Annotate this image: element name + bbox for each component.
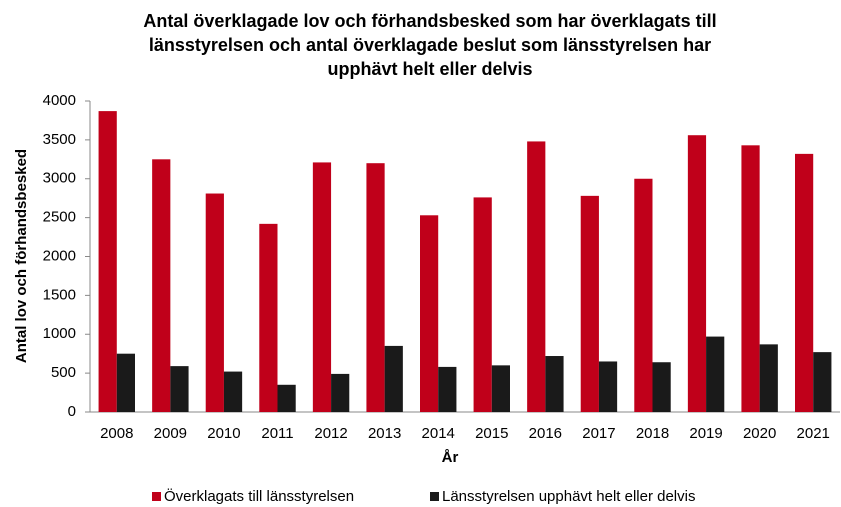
bar [205,193,224,412]
y-tick-label: 1500 [43,286,76,303]
x-tick-label: 2012 [314,425,347,442]
y-tick-label: 2500 [43,209,76,226]
legend-swatch [152,492,161,501]
bar [152,159,171,412]
x-tick-label: 2011 [261,425,293,442]
chart-title: länsstyrelsen och antal överklagade besl… [149,35,711,55]
bar [706,336,725,412]
bar [116,353,135,412]
chart-title: upphävt helt eller delvis [327,59,532,79]
x-tick-label: 2017 [582,425,615,442]
bar [527,141,546,412]
bar [813,352,832,412]
bar [491,365,510,412]
bar [384,345,403,412]
x-tick-label: 2021 [797,425,830,442]
bar [420,215,439,412]
bar [223,371,243,412]
bar [366,163,385,412]
bar [598,361,618,412]
y-tick-label: 3500 [43,131,76,148]
y-tick-label: 0 [68,403,76,420]
x-tick-label: 2018 [636,425,669,442]
bar [652,362,671,412]
x-tick-label: 2013 [368,425,401,442]
x-axis-label: År [442,449,459,466]
y-tick-label: 4000 [43,92,76,109]
x-tick-label: 2016 [529,425,562,442]
x-tick-label: 2015 [475,425,508,442]
bar [759,344,778,412]
bar [312,162,332,412]
x-tick-label: 2019 [689,425,722,442]
x-tick-label: 2009 [154,425,187,442]
bar [741,145,760,412]
chart-title: Antal överklagade lov och förhandsbesked… [143,11,716,31]
x-tick-label: 2008 [100,425,133,442]
bar [170,366,189,412]
bar [98,111,117,413]
x-tick-label: 2014 [422,425,455,442]
legend-swatch [430,492,439,501]
x-tick-label: 2010 [207,425,240,442]
y-tick-label: 1000 [43,325,76,342]
y-tick-label: 2000 [43,247,76,264]
bar [795,153,814,412]
bar [331,373,350,412]
y-tick-label: 500 [51,364,76,381]
y-tick-label: 3000 [43,170,76,187]
bar [634,178,653,412]
legend-label: Länsstyrelsen upphävt helt eller delvis [442,488,695,505]
bar [687,135,707,412]
y-axis-label: Antal lov och förhandsbesked [13,149,30,363]
bar [545,356,564,412]
bar [580,195,599,412]
bar [277,384,296,412]
legend-label: Överklagats till länsstyrelsen [164,487,354,505]
x-tick-label: 2020 [743,425,776,442]
bar [473,197,492,412]
bar [438,366,457,412]
bar [259,223,278,412]
